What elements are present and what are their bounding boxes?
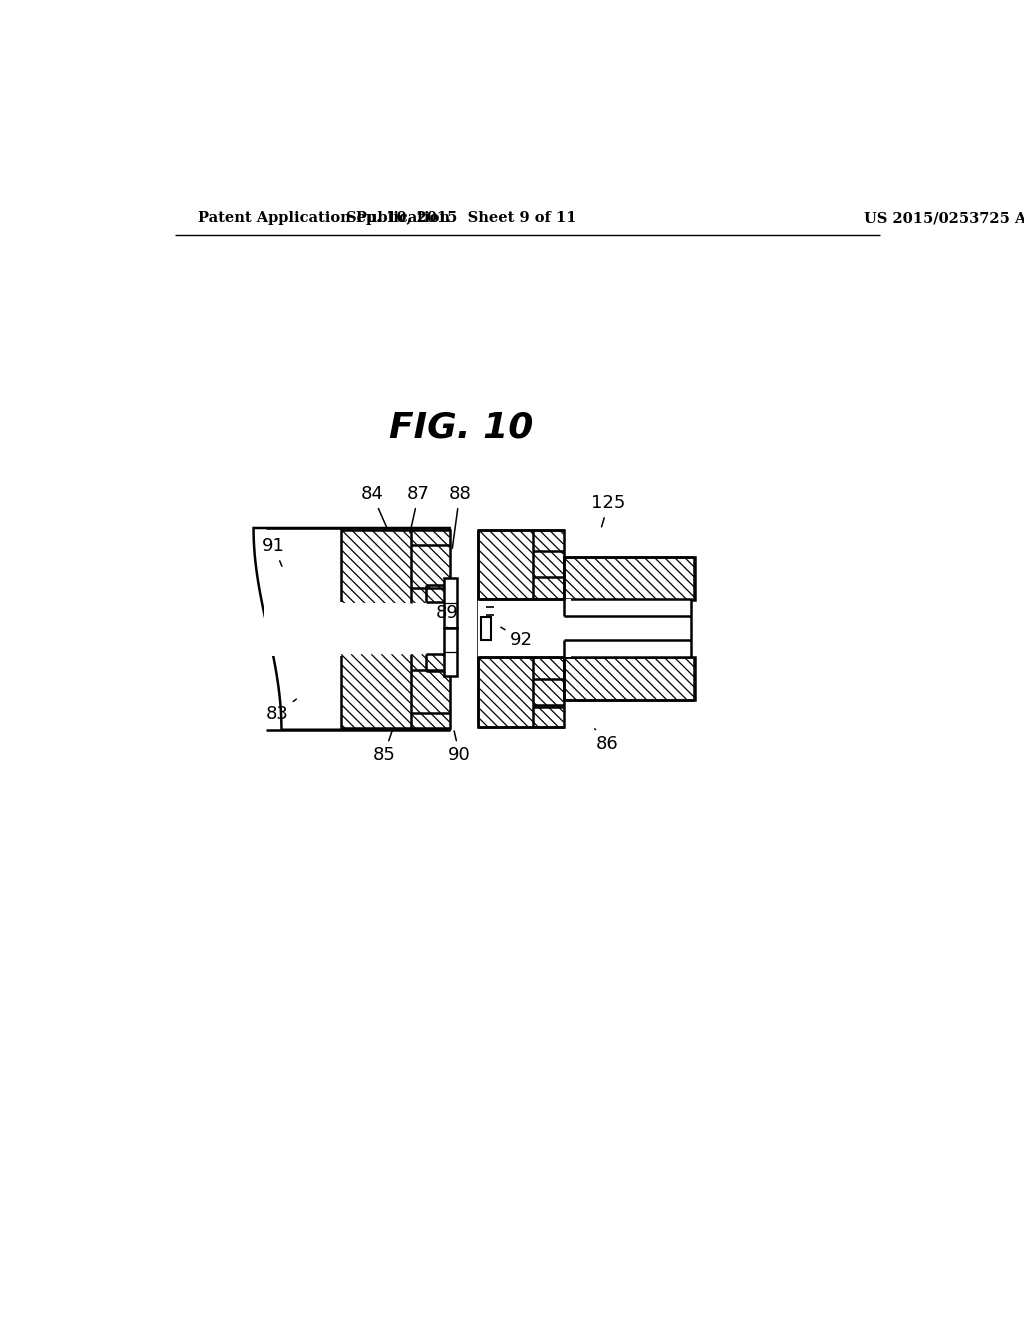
Text: 83: 83: [265, 700, 296, 723]
Text: 91: 91: [262, 537, 285, 566]
Text: 85: 85: [373, 731, 395, 764]
Polygon shape: [478, 529, 563, 599]
FancyBboxPatch shape: [478, 599, 691, 657]
Text: 125: 125: [591, 495, 626, 527]
Text: FIG. 10: FIG. 10: [389, 411, 534, 445]
FancyBboxPatch shape: [444, 578, 457, 628]
FancyBboxPatch shape: [263, 602, 450, 656]
Polygon shape: [478, 657, 563, 726]
Text: 89: 89: [436, 603, 459, 628]
Text: US 2015/0253725 A1: US 2015/0253725 A1: [864, 211, 1024, 226]
FancyBboxPatch shape: [444, 628, 457, 676]
Polygon shape: [254, 528, 450, 730]
Polygon shape: [563, 557, 695, 599]
Text: Patent Application Publication: Patent Application Publication: [198, 211, 450, 226]
Polygon shape: [341, 655, 450, 729]
Polygon shape: [341, 529, 450, 603]
Text: 92: 92: [501, 627, 534, 648]
Text: 86: 86: [595, 729, 618, 752]
Text: 90: 90: [449, 731, 471, 764]
Polygon shape: [563, 657, 695, 700]
Text: Sep. 10, 2015  Sheet 9 of 11: Sep. 10, 2015 Sheet 9 of 11: [346, 211, 577, 226]
Text: 87: 87: [408, 486, 430, 533]
FancyBboxPatch shape: [478, 599, 571, 657]
Text: 88: 88: [449, 486, 471, 548]
FancyBboxPatch shape: [480, 616, 492, 640]
Text: 84: 84: [360, 486, 386, 527]
